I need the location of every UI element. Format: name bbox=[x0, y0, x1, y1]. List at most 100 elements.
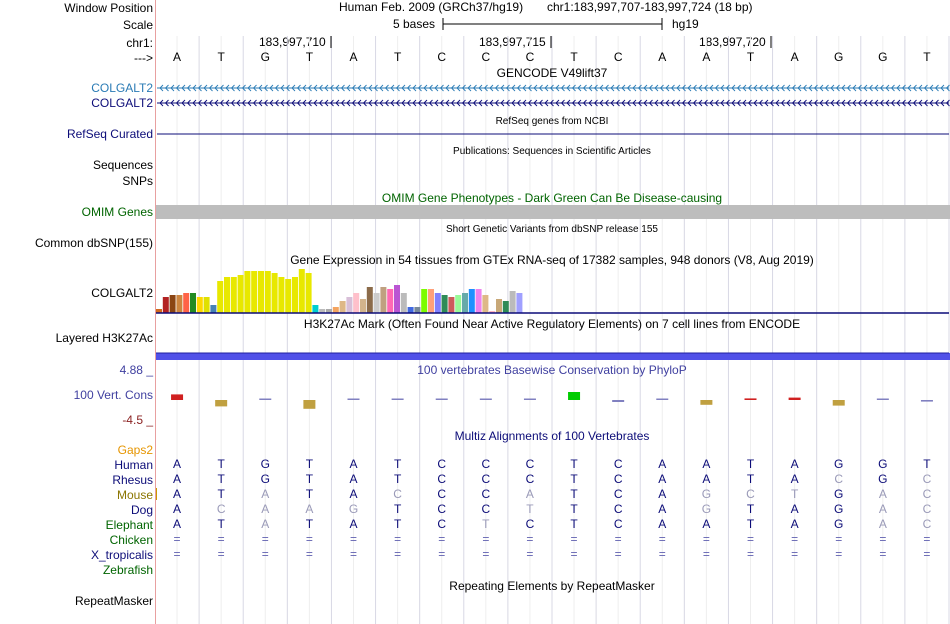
alignment-base: A bbox=[525, 487, 534, 501]
strand-chevron bbox=[269, 99, 274, 107]
strand-chevron bbox=[346, 84, 351, 92]
phylop-label[interactable]: 100 Vert. Cons bbox=[73, 388, 153, 402]
omim-title: OMIM Gene Phenotypes - Dark Green Can Be… bbox=[381, 191, 723, 205]
alignment-base: = bbox=[394, 532, 402, 546]
strand-chevron bbox=[863, 99, 868, 107]
species-label[interactable]: X_tropicalis bbox=[90, 548, 153, 562]
strand-chevron bbox=[428, 99, 433, 107]
pubs-label-sequences[interactable]: Sequences bbox=[92, 158, 153, 172]
alignment-base: C bbox=[922, 487, 932, 501]
species-label[interactable]: Elephant bbox=[105, 518, 153, 532]
strand-chevron bbox=[467, 99, 472, 107]
gtex-tissue-bar bbox=[237, 275, 244, 313]
conservation-mark bbox=[479, 398, 492, 400]
species-label[interactable]: Mouse bbox=[116, 488, 153, 502]
species-label[interactable]: Zebrafish bbox=[102, 563, 153, 577]
gtex-tissue-bar bbox=[217, 281, 224, 313]
pubs-label-snps[interactable]: SNPs bbox=[122, 174, 153, 188]
strand-chevron bbox=[852, 84, 857, 92]
alignment-base: A bbox=[658, 517, 667, 531]
strand-chevron bbox=[676, 99, 681, 107]
strand-chevron bbox=[412, 99, 417, 107]
strand-chevron bbox=[560, 84, 565, 92]
gtex-tissue-bar bbox=[441, 295, 448, 313]
omim-label[interactable]: OMIM Genes bbox=[81, 205, 153, 219]
alignment-base: A bbox=[305, 502, 314, 516]
repeatmasker-label[interactable]: RepeatMasker bbox=[74, 594, 153, 608]
gtex-tissue-bar bbox=[394, 285, 400, 313]
strand-chevron bbox=[285, 99, 290, 107]
strand-chevron bbox=[450, 99, 455, 107]
position-readout[interactable]: chr1:183,997,707-183,997,724 (18 bp) bbox=[547, 0, 753, 14]
strand-chevron bbox=[230, 99, 235, 107]
strand-chevron bbox=[742, 99, 747, 107]
strand-chevron bbox=[626, 84, 631, 92]
strand-chevron bbox=[351, 99, 356, 107]
alignment-base: = bbox=[526, 547, 534, 561]
alignment-base: C bbox=[922, 472, 932, 486]
strand-chevron bbox=[362, 84, 367, 92]
alignment-base: = bbox=[879, 532, 887, 546]
strand-chevron bbox=[555, 99, 560, 107]
strand-chevron bbox=[692, 99, 697, 107]
alignment-base: G bbox=[878, 457, 888, 471]
alignment-base: C bbox=[613, 502, 623, 516]
strand-chevron bbox=[637, 84, 642, 92]
gtex-bars bbox=[156, 269, 523, 313]
dbsnp-label[interactable]: Common dbSNP(155) bbox=[34, 236, 153, 250]
species-label[interactable]: Dog bbox=[130, 503, 153, 517]
strand-chevron bbox=[857, 84, 862, 92]
strand-chevron bbox=[417, 84, 422, 92]
species-label[interactable]: Chicken bbox=[109, 533, 153, 547]
refseq-label[interactable]: RefSeq Curated bbox=[66, 127, 153, 141]
gtex-tissue-bar bbox=[366, 287, 373, 313]
strand-chevron bbox=[549, 99, 554, 107]
gtex-label[interactable]: COLGALT2 bbox=[91, 286, 153, 300]
alignment-base: C bbox=[437, 457, 447, 471]
alignment-base: = bbox=[923, 547, 931, 561]
alignment-base: T bbox=[393, 517, 402, 531]
strand-chevron bbox=[907, 99, 912, 107]
strand-chevron bbox=[945, 99, 950, 107]
alignment-base: T bbox=[482, 517, 490, 531]
strand-chevron bbox=[703, 84, 708, 92]
alignment-base: A bbox=[261, 502, 270, 516]
strand-chevron bbox=[544, 99, 549, 107]
strand-chevron bbox=[423, 99, 428, 107]
alignment-base: C bbox=[481, 502, 491, 516]
base-letter: A bbox=[173, 50, 182, 64]
gencode-gene-label[interactable]: COLGALT2 bbox=[91, 96, 153, 110]
gaps-label[interactable]: Gaps2 bbox=[117, 443, 153, 457]
alignment-base: T bbox=[923, 457, 931, 471]
strand-chevron bbox=[522, 84, 527, 92]
strand-chevron bbox=[439, 99, 444, 107]
strand-chevron bbox=[511, 99, 516, 107]
strand-chevron bbox=[373, 99, 378, 107]
base-letter: A bbox=[658, 50, 667, 64]
strand-chevron bbox=[533, 99, 538, 107]
strand-chevron bbox=[813, 84, 818, 92]
strand-chevron bbox=[753, 99, 758, 107]
strand-chevron bbox=[604, 84, 609, 92]
strand-chevron bbox=[225, 84, 230, 92]
alignment-base: A bbox=[702, 472, 711, 486]
conservation-mark bbox=[612, 400, 625, 402]
strand-chevron bbox=[720, 84, 725, 92]
alignment-base: A bbox=[261, 487, 270, 501]
base-letter: C bbox=[481, 50, 491, 64]
strand-chevron bbox=[610, 84, 615, 92]
species-label[interactable]: Rhesus bbox=[112, 473, 153, 487]
strand-chevron bbox=[522, 99, 527, 107]
h3k27ac-label[interactable]: Layered H3K27Ac bbox=[55, 331, 153, 345]
strand-chevron bbox=[676, 84, 681, 92]
species-label[interactable]: Human bbox=[114, 458, 153, 472]
strand-chevron bbox=[500, 99, 505, 107]
gencode-gene-label[interactable]: COLGALT2 bbox=[91, 81, 153, 95]
strand-chevron bbox=[841, 99, 846, 107]
gtex-tissue-bar bbox=[332, 307, 339, 313]
alignment-base: A bbox=[790, 517, 799, 531]
strand-chevron bbox=[753, 84, 758, 92]
conservation-mark bbox=[303, 400, 316, 409]
strand-chevron bbox=[615, 84, 620, 92]
